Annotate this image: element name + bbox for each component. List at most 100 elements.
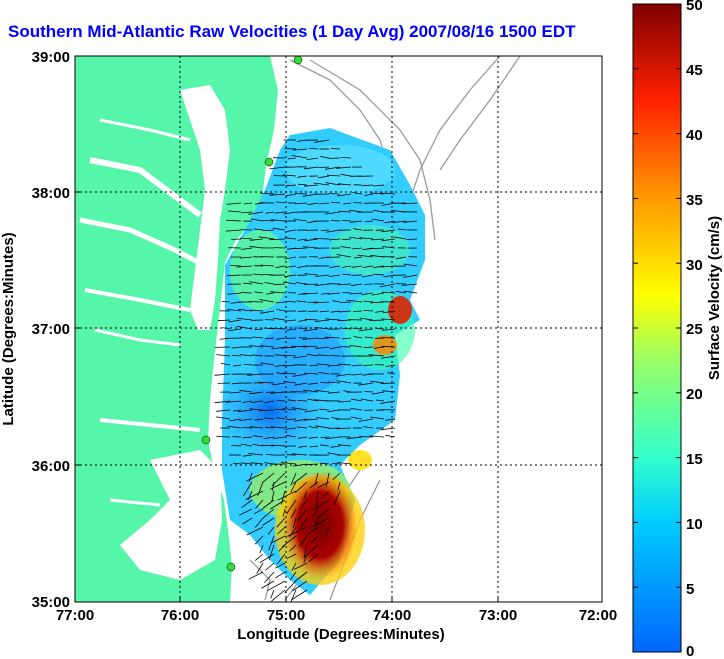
velocity-arrow — [263, 400, 275, 404]
pamlico-sound — [120, 450, 222, 580]
velocity-arrow — [297, 508, 308, 522]
velocity-arrow — [254, 535, 264, 545]
chart-title: Southern Mid-Atlantic Raw Velocities (1 … — [8, 22, 576, 41]
velocity-arrow — [286, 328, 297, 331]
velocity-arrow — [308, 436, 319, 439]
velocity-arrow — [307, 526, 319, 535]
velocity-arrow — [325, 211, 341, 215]
grid-lines — [75, 56, 602, 602]
velocity-arrow — [252, 336, 264, 339]
velocity-arrow — [342, 328, 352, 330]
velocity-arrow — [315, 274, 330, 277]
velocity-arrow — [290, 589, 308, 601]
velocity-arrow — [298, 445, 308, 448]
velocity-arrow — [226, 219, 242, 222]
velocity-arrow — [361, 274, 374, 278]
velocity-arrow — [291, 562, 297, 571]
velocity-arrow — [316, 417, 330, 420]
velocity-arrow — [262, 220, 275, 222]
velocity-arrow — [240, 237, 253, 240]
velocity-arrow — [294, 571, 308, 582]
velocity-arrow — [385, 364, 396, 367]
velocity-arrow — [346, 436, 363, 440]
velocity-arrow — [298, 327, 308, 330]
velocity-arrow — [225, 229, 242, 232]
velocity-arrow — [231, 238, 242, 240]
velocity-arrow — [370, 301, 385, 304]
velocity-arrow — [286, 499, 297, 515]
y-axis-label: Latitude (Degrees:Minutes) — [0, 232, 17, 425]
velocity-arrow — [340, 301, 352, 304]
velocity-arrow — [303, 283, 319, 285]
velocity-vectors — [214, 139, 418, 602]
velocity-arrow — [314, 139, 330, 143]
velocity-arrow — [325, 318, 341, 321]
velocity-arrow — [286, 553, 297, 560]
velocity-arrow — [233, 364, 242, 367]
velocity-arrow — [371, 391, 385, 395]
velocity-arrow — [265, 454, 275, 456]
velocity-arrow — [287, 526, 308, 537]
colorbar — [632, 3, 682, 653]
velocity-arrow — [276, 417, 286, 420]
velocity-arrow — [283, 211, 297, 215]
velocity-arrow — [380, 382, 396, 384]
station-marker — [201, 435, 211, 445]
velocity-arrow — [381, 345, 396, 348]
velocity-arrow — [327, 292, 341, 295]
velocity-arrow — [242, 454, 253, 457]
velocity-arrow — [278, 544, 286, 552]
velocity-arrow — [216, 436, 231, 438]
velocity-arrow — [236, 325, 253, 330]
velocity-arrow — [401, 202, 418, 205]
velocity-arrow — [318, 372, 330, 375]
velocity-arrow — [245, 490, 264, 500]
velocity-arrow — [337, 444, 352, 447]
velocity-arrow — [340, 173, 352, 177]
velocity-arrow — [336, 254, 352, 258]
velocity-arrow — [385, 434, 396, 438]
velocity-arrow — [317, 337, 330, 339]
velocity-arrow — [282, 281, 297, 285]
velocity-arrow — [304, 273, 319, 276]
velocity-arrow — [303, 328, 319, 332]
velocity-arrow — [250, 238, 264, 241]
velocity-arrow — [331, 463, 341, 465]
velocity-arrow — [260, 310, 275, 314]
velocity-arrow — [242, 400, 253, 403]
velocity-arrow — [314, 319, 330, 322]
velocity-arrow — [230, 265, 242, 267]
velocity-arrow — [358, 328, 374, 332]
velocity-arrow — [316, 499, 319, 508]
velocity-arrow — [293, 355, 308, 359]
velocity-arrow — [250, 462, 264, 465]
velocity-arrow — [303, 553, 308, 563]
velocity-arrow — [363, 310, 374, 312]
velocity-arrow — [272, 227, 286, 231]
velocity-arrow — [387, 372, 396, 375]
velocity-arrow — [380, 427, 396, 431]
velocity-arrow — [226, 202, 242, 205]
velocity-arrow — [314, 283, 330, 287]
velocity-arrow — [292, 472, 308, 485]
colorbar-tick-label: 45 — [686, 62, 703, 79]
velocity-arrow — [340, 246, 352, 249]
colorbar-tick-label: 25 — [686, 321, 703, 338]
velocity-arrow — [320, 229, 330, 231]
velocity-arrow — [231, 346, 242, 349]
velocity-arrow — [270, 535, 286, 544]
velocity-arrow — [395, 256, 407, 260]
velocity-arrow — [249, 246, 264, 249]
velocity-arrow — [269, 327, 286, 330]
velocity-arrow — [351, 398, 363, 402]
velocity-arrow — [248, 472, 253, 483]
velocity-arrow — [350, 292, 363, 295]
colorbar-tick-label: 15 — [686, 451, 703, 468]
velocity-arrow — [297, 265, 308, 268]
velocity-arrow — [248, 211, 264, 215]
velocity-arrow — [265, 337, 275, 340]
velocity-arrow — [250, 309, 264, 312]
velocity-arrow — [262, 229, 275, 231]
velocity-arrow — [231, 445, 242, 447]
